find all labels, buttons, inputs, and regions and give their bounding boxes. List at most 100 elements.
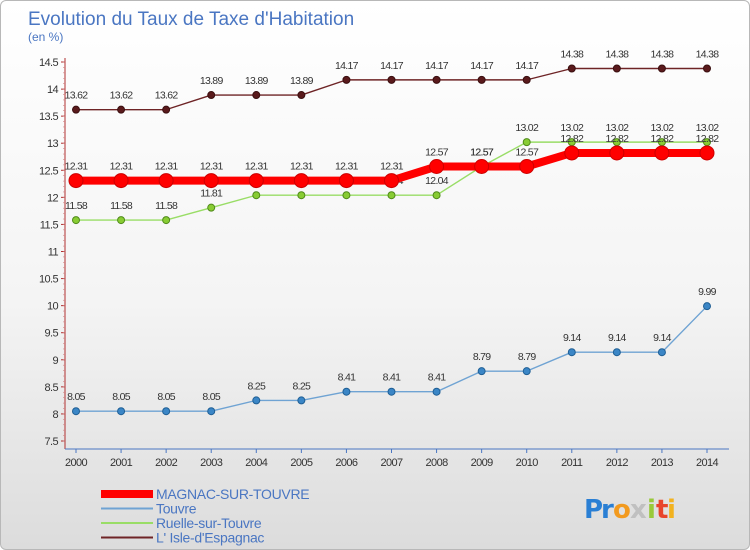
series-l-isle-d-espagnac: 13.62 13.62 13.62 13.89 13.89 13.89 14.17 14.17…	[65, 48, 720, 114]
data-point	[477, 367, 486, 376]
data-label: 12.31	[335, 161, 359, 173]
data-point	[252, 91, 261, 100]
x-tick-label: 2000	[65, 457, 88, 469]
data-point	[342, 191, 351, 200]
y-tick-label: 9.5	[45, 328, 59, 340]
data-label: 12.04	[425, 175, 449, 187]
data-point	[699, 145, 715, 161]
logo-letter: t	[656, 495, 668, 525]
x-tick-label: 2008	[426, 457, 449, 469]
y-tick-label: 8.5	[45, 382, 59, 394]
data-point	[117, 407, 126, 416]
data-point	[72, 105, 80, 114]
data-label: 8.05	[67, 391, 85, 403]
data-label: 12.82	[605, 133, 629, 145]
data-label: 12.31	[200, 161, 224, 173]
data-label: 8.05	[202, 391, 220, 403]
data-label: 12.31	[110, 161, 134, 173]
legend: MAGNAC-SUR-TOUVRETouvreRuelle-sur-Touvre…	[101, 486, 310, 546]
data-point	[293, 173, 309, 189]
data-point	[203, 173, 219, 189]
logo-letter: i	[667, 495, 676, 525]
x-tick-label: 2006	[335, 457, 358, 469]
data-point	[68, 173, 84, 189]
data-point	[522, 367, 531, 376]
y-tick-label: 10.5	[39, 274, 58, 286]
data-label: 11.58	[155, 200, 178, 212]
legend-label-magnac-sur-touvre: MAGNAC-SUR-TOUVRE	[156, 486, 309, 502]
x-tick-label: 2007	[380, 457, 403, 469]
data-point	[342, 75, 351, 84]
data-label: 13.02	[515, 122, 539, 134]
data-point	[432, 387, 441, 396]
data-point	[342, 387, 351, 396]
y-tick-label: 11	[48, 247, 59, 259]
y-tick-label: 13.5	[39, 111, 58, 123]
data-label: 8.41	[428, 372, 446, 384]
data-point	[654, 145, 670, 161]
data-point	[207, 407, 216, 416]
x-tick-label: 2002	[155, 457, 178, 469]
data-point	[612, 348, 621, 357]
x-tick-label: 2001	[110, 457, 133, 469]
data-label: 12.31	[65, 161, 89, 173]
data-point	[387, 75, 396, 84]
proxiti-logo: Pr o x i ti	[584, 495, 676, 525]
logo-letter: x	[630, 495, 647, 525]
x-tick-label: 2013	[651, 457, 674, 469]
data-label: 11.58	[110, 200, 133, 212]
x-tick-label: 2011	[561, 457, 583, 469]
data-point	[612, 64, 621, 73]
data-point	[117, 216, 126, 225]
data-label: 12.31	[290, 161, 314, 173]
y-tick-label: 8	[52, 409, 58, 421]
data-point	[703, 64, 711, 73]
data-point	[432, 75, 441, 84]
x-tick-label: 2014	[696, 457, 719, 469]
data-label: 12.57	[470, 146, 494, 158]
data-label: 13.89	[290, 75, 314, 87]
data-label: 13.02	[605, 122, 629, 134]
y-tick-label: 14	[47, 84, 59, 96]
data-point	[72, 407, 80, 416]
legend-label-ruelle-sur-touvre: Ruelle-sur-Touvre	[156, 515, 262, 531]
data-point	[384, 173, 399, 189]
x-tick-label: 2003	[200, 457, 223, 469]
data-label: 14.17	[425, 60, 449, 72]
data-point	[158, 173, 174, 189]
y-tick-label: 9	[52, 355, 58, 367]
series-touvre: 8.05 8.05 8.05 8.05 8.25 8.25 8.41 8.41 8.41 8.79…	[67, 286, 717, 416]
y-tick-label: 14.5	[39, 57, 58, 69]
data-label: 9.99	[698, 286, 716, 298]
data-point	[657, 348, 666, 357]
chart-ylabel: (en %)	[28, 30, 63, 44]
data-label: 11.58	[65, 200, 88, 212]
y-tick-label: 11.5	[40, 219, 59, 231]
data-point	[474, 158, 490, 174]
y-tick-label: 7.5	[45, 436, 59, 448]
x-tick-label: 2012	[606, 457, 629, 469]
data-point	[162, 407, 171, 416]
x-tick-label: 2005	[290, 457, 313, 469]
data-label: 8.41	[338, 372, 356, 384]
data-label: 8.41	[383, 372, 401, 384]
series-magnac-sur-touvre: 12.31 12.31 12.31 12.31 12.31 12.31 12.31 12.31…	[65, 133, 720, 189]
data-point	[567, 64, 576, 73]
plot-area: 13.62 13.62 13.62 13.89 13.89 13.89 14.17 14.17…	[65, 48, 720, 416]
chart-title: Evolution du Taux de Taxe d'Habitation	[28, 9, 354, 30]
data-label: 13.02	[696, 122, 720, 134]
data-point	[564, 145, 580, 161]
data-label: 12.57	[425, 146, 449, 158]
data-label: 12.31	[380, 161, 404, 173]
data-label: 8.25	[293, 380, 311, 392]
data-point	[432, 191, 441, 200]
data-label: 8.79	[518, 351, 536, 363]
y-tick-label: 13	[47, 138, 59, 150]
data-label: 12.31	[245, 161, 269, 173]
legend-label-l-isle-d-espagnac: L' Isle-d'Espagnac	[156, 530, 264, 546]
data-label: 12.82	[696, 133, 720, 145]
data-label: 14.17	[380, 60, 404, 72]
x-tick-label: 2010	[516, 457, 539, 469]
data-point	[297, 396, 306, 405]
data-label: 14.17	[515, 60, 539, 72]
